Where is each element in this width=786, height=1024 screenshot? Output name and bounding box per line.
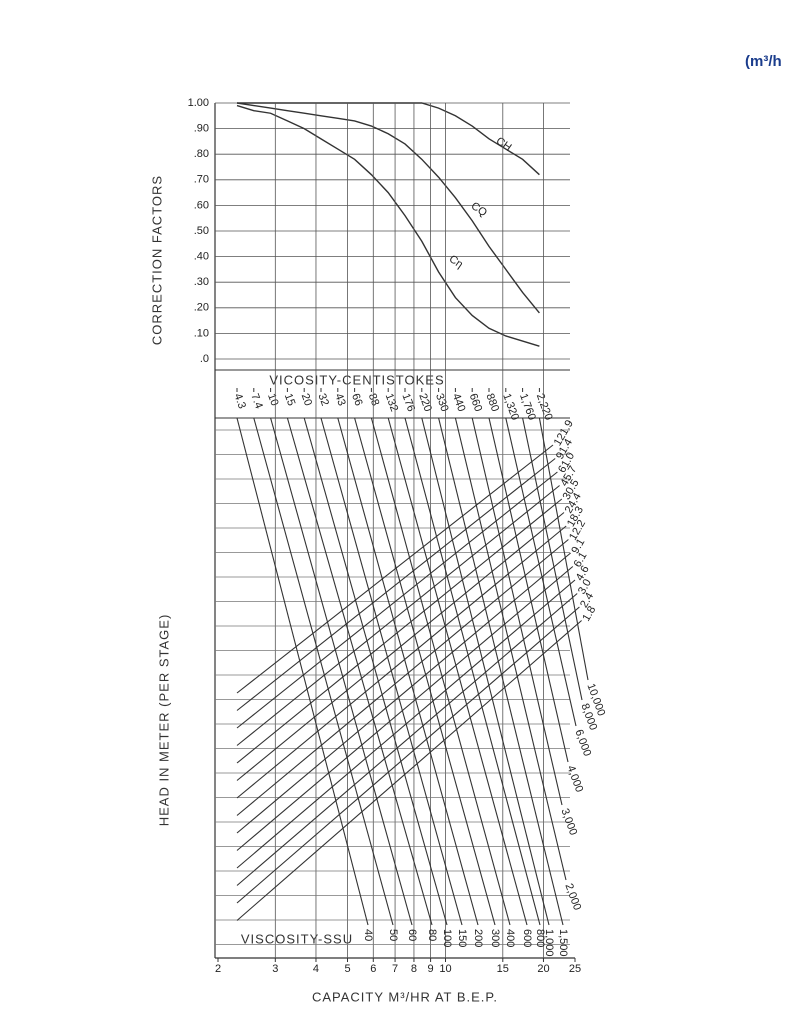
ssu-label: 80 [426, 929, 438, 941]
category-label: 4.3 [231, 392, 248, 410]
y-tick-label: .20 [194, 302, 209, 314]
ssu-label: 1,500 [557, 929, 569, 957]
ssu-label: 400 [504, 929, 516, 947]
ssu-label: 40 [362, 929, 374, 941]
category-label: 660 [467, 392, 485, 413]
x-tick-label: 9 [428, 963, 434, 975]
curve [236, 102, 540, 314]
ssu-label: VISCOSITY-SSU [241, 931, 353, 946]
head-line [236, 539, 569, 816]
viscosity-line [337, 417, 479, 926]
y-tick-label: 1.00 [188, 97, 209, 109]
y-tick-label: .50 [194, 225, 209, 237]
x-tick-label: 25 [569, 963, 581, 975]
head-line [236, 525, 567, 799]
ssu-label: 200 [472, 929, 484, 947]
viscosity-line [522, 417, 583, 701]
y-tick-label: .0 [200, 353, 209, 365]
category-label: 7.4 [248, 392, 265, 410]
viscosity-line [370, 417, 511, 926]
y-tick-label: .90 [194, 123, 209, 135]
curve-label: CH [494, 135, 514, 154]
category-label: 43 [332, 392, 347, 408]
viscosity-line [253, 417, 394, 926]
curve-label: CQ [469, 200, 490, 220]
head-line [236, 485, 560, 746]
centistokes-label: VICOSITY-CENTISTOKES [269, 372, 444, 387]
viscosity-line [320, 417, 463, 926]
category-label: 176 [399, 392, 417, 413]
head-line [236, 444, 554, 694]
y-axis-label: CORRECTION FACTORS [149, 175, 164, 345]
ssu-label: 4,000 [564, 764, 585, 794]
viscosity-line [471, 417, 563, 806]
category-label: 32 [315, 392, 330, 408]
ssu-label: 100 [441, 929, 453, 947]
head-line [236, 498, 563, 764]
viscosity-line [303, 417, 448, 926]
viscosity-line [354, 417, 496, 926]
curve-label: Cη [447, 253, 465, 271]
x-tick-label: 3 [272, 963, 278, 975]
y-tick-label: .70 [194, 174, 209, 186]
x-tick-label: 2 [215, 963, 221, 975]
y-tick-label: .80 [194, 148, 209, 160]
x-tick-label: 15 [497, 963, 509, 975]
ssu-label: 600 [521, 929, 533, 947]
viscosity-line [387, 417, 528, 926]
viscosity-line [236, 417, 369, 926]
category-label: 440 [450, 392, 468, 413]
category-label: 132 [383, 392, 401, 413]
category-label: 220 [416, 392, 434, 413]
head-line [236, 606, 580, 904]
x-tick-label: 8 [411, 963, 417, 975]
y-tick-label: .30 [194, 276, 209, 288]
ssu-label: 6,000 [572, 728, 593, 758]
category-label: 20 [299, 392, 314, 408]
category-label: 66 [349, 392, 364, 408]
ssu-label: 300 [489, 929, 501, 947]
ssu-label: 60 [406, 929, 418, 941]
x-tick-label: 7 [392, 963, 398, 975]
x-tick-label: 10 [439, 963, 451, 975]
category-label: 880 [483, 392, 501, 413]
head-line [236, 552, 571, 834]
x-tick-label: 6 [370, 963, 376, 975]
chart-title: منحنی تصحیح ویسکوزیته (تا دبی ۲۵ m³/h) [745, 53, 786, 70]
viscosity-line [404, 417, 541, 926]
head-line [236, 458, 556, 711]
curve [236, 104, 540, 347]
head-line [236, 620, 582, 921]
y-tick-label: .10 [194, 327, 209, 339]
viscosity-line [421, 417, 550, 926]
x-tick-label: 20 [537, 963, 549, 975]
category-label: 330 [433, 392, 451, 413]
x-tick-label: 5 [344, 963, 350, 975]
viscosity-line [538, 417, 589, 681]
head-line [236, 471, 558, 729]
viscosity-line [505, 417, 577, 727]
x-axis-label: CAPACITY M³/HR AT B.E.P. [312, 989, 498, 1004]
head-line [236, 566, 574, 851]
y-tick-label: .40 [194, 251, 209, 263]
x-tick-label: 4 [313, 963, 319, 975]
category-label: 10 [265, 392, 280, 408]
ssu-label: 1,000 [543, 929, 555, 957]
y-axis-label: HEAD IN METER (PER STAGE) [156, 614, 171, 827]
category-label: 15 [282, 392, 297, 408]
ssu-label: 150 [456, 929, 468, 947]
viscosity-line [454, 417, 567, 881]
ssu-label: 50 [387, 929, 399, 941]
ssu-label: 800 [534, 929, 546, 947]
viscosity-line [270, 417, 413, 926]
y-tick-label: .60 [194, 199, 209, 211]
ssu-label: 2,000 [562, 882, 583, 912]
viscosity-line [488, 417, 569, 763]
viscosity-line [438, 417, 564, 926]
viscosity-line [286, 417, 433, 926]
curve [237, 102, 540, 176]
head-line [236, 593, 578, 886]
